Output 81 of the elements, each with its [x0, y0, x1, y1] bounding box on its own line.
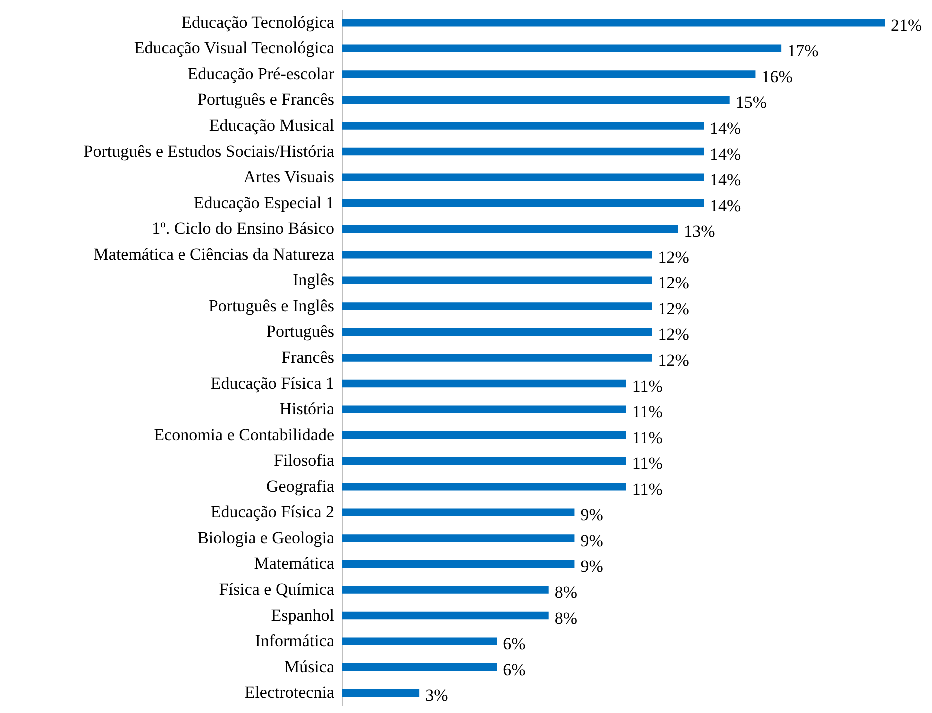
bar — [342, 302, 652, 310]
data-label: 9% — [580, 506, 604, 525]
data-label: 14% — [710, 170, 742, 190]
y-tick-label: Biologia e Geologia — [198, 528, 335, 548]
bar — [342, 174, 704, 182]
y-tick-label: Geografia — [266, 476, 335, 496]
data-label: 9% — [580, 531, 604, 550]
y-tick-label: 1º. Ciclo do Ensino Básico — [152, 219, 334, 238]
y-tick-label: Inglês — [292, 270, 334, 290]
bar — [342, 534, 575, 542]
y-tick-label: Espanhol — [271, 606, 335, 625]
y-tick-label: Educação Pré-escolar — [188, 64, 335, 84]
data-label: 12% — [658, 351, 690, 370]
y-tick-label: História — [280, 400, 335, 419]
data-label: 3% — [426, 686, 448, 706]
data-label: 11% — [632, 402, 663, 422]
data-label: 8% — [554, 608, 578, 628]
bar — [342, 251, 652, 259]
bar — [342, 612, 549, 620]
bar — [342, 328, 652, 336]
data-label: 12% — [658, 299, 690, 318]
y-tick-label: Economia e Contabilidade — [154, 425, 334, 444]
bar — [342, 148, 704, 156]
data-label: 8% — [554, 583, 578, 602]
bar — [342, 19, 885, 27]
bar — [342, 380, 626, 388]
data-label: 6% — [503, 634, 526, 654]
bar — [342, 431, 626, 440]
y-tick-label: Artes Visuais — [244, 168, 334, 187]
bar — [342, 354, 652, 362]
data-label: 14% — [710, 119, 742, 138]
bar — [342, 44, 782, 53]
bar — [342, 122, 704, 130]
y-tick-label: Educação Física 1 — [210, 374, 334, 393]
y-tick-label: Educação Especial 1 — [194, 193, 334, 212]
bar — [342, 276, 652, 285]
bar — [342, 560, 575, 568]
y-tick-label: Português e Francês — [198, 90, 334, 110]
y-tick-label: Informática — [255, 632, 335, 651]
y-tick-label: Português e Inglês — [208, 296, 334, 316]
bar — [342, 586, 549, 594]
y-tick-label: Matemática — [254, 554, 335, 574]
data-label: 15% — [736, 93, 768, 112]
bar — [342, 663, 498, 672]
y-tick-label: Música — [284, 657, 335, 676]
bar — [342, 689, 420, 697]
data-label: 6% — [503, 660, 526, 680]
data-label: 13% — [684, 222, 716, 242]
bar — [342, 199, 704, 208]
data-label: 12% — [658, 274, 690, 293]
bar — [342, 483, 626, 491]
bar — [342, 406, 626, 414]
y-tick-label: Electrotecnia — [244, 683, 335, 702]
data-label: 17% — [788, 42, 819, 61]
data-label: 12% — [658, 325, 690, 344]
y-tick-label: Matemática e Ciências da Natureza — [94, 244, 335, 264]
y-tick-label: Francês — [282, 348, 334, 367]
data-label: 12% — [658, 248, 690, 267]
data-label: 11% — [632, 428, 663, 448]
y-tick-label: Português — [266, 322, 334, 342]
bar — [342, 225, 678, 233]
y-tick-label: Educação Visual Tecnológica — [134, 38, 335, 58]
y-tick-label: Educação Musical — [209, 116, 335, 135]
data-label: 11% — [632, 480, 663, 499]
bar — [342, 457, 626, 465]
data-label: 9% — [580, 557, 604, 576]
bar — [342, 508, 575, 517]
data-label: 11% — [632, 376, 663, 396]
data-label: 14% — [710, 144, 742, 164]
y-tick-label: Educação Física 2 — [210, 502, 334, 522]
bar — [342, 96, 730, 104]
y-tick-label: Física e Química — [219, 580, 335, 599]
bar — [342, 70, 756, 78]
y-tick-label: Filosofia — [274, 451, 335, 470]
data-label: 11% — [632, 454, 663, 474]
y-tick-label: Português e Estudos Sociais/História — [84, 142, 335, 161]
y-tick-label: Educação Tecnológica — [182, 12, 335, 32]
bar — [342, 638, 498, 646]
data-label: 14% — [710, 196, 742, 216]
data-label: 21% — [891, 16, 922, 35]
data-label: 16% — [762, 67, 793, 86]
